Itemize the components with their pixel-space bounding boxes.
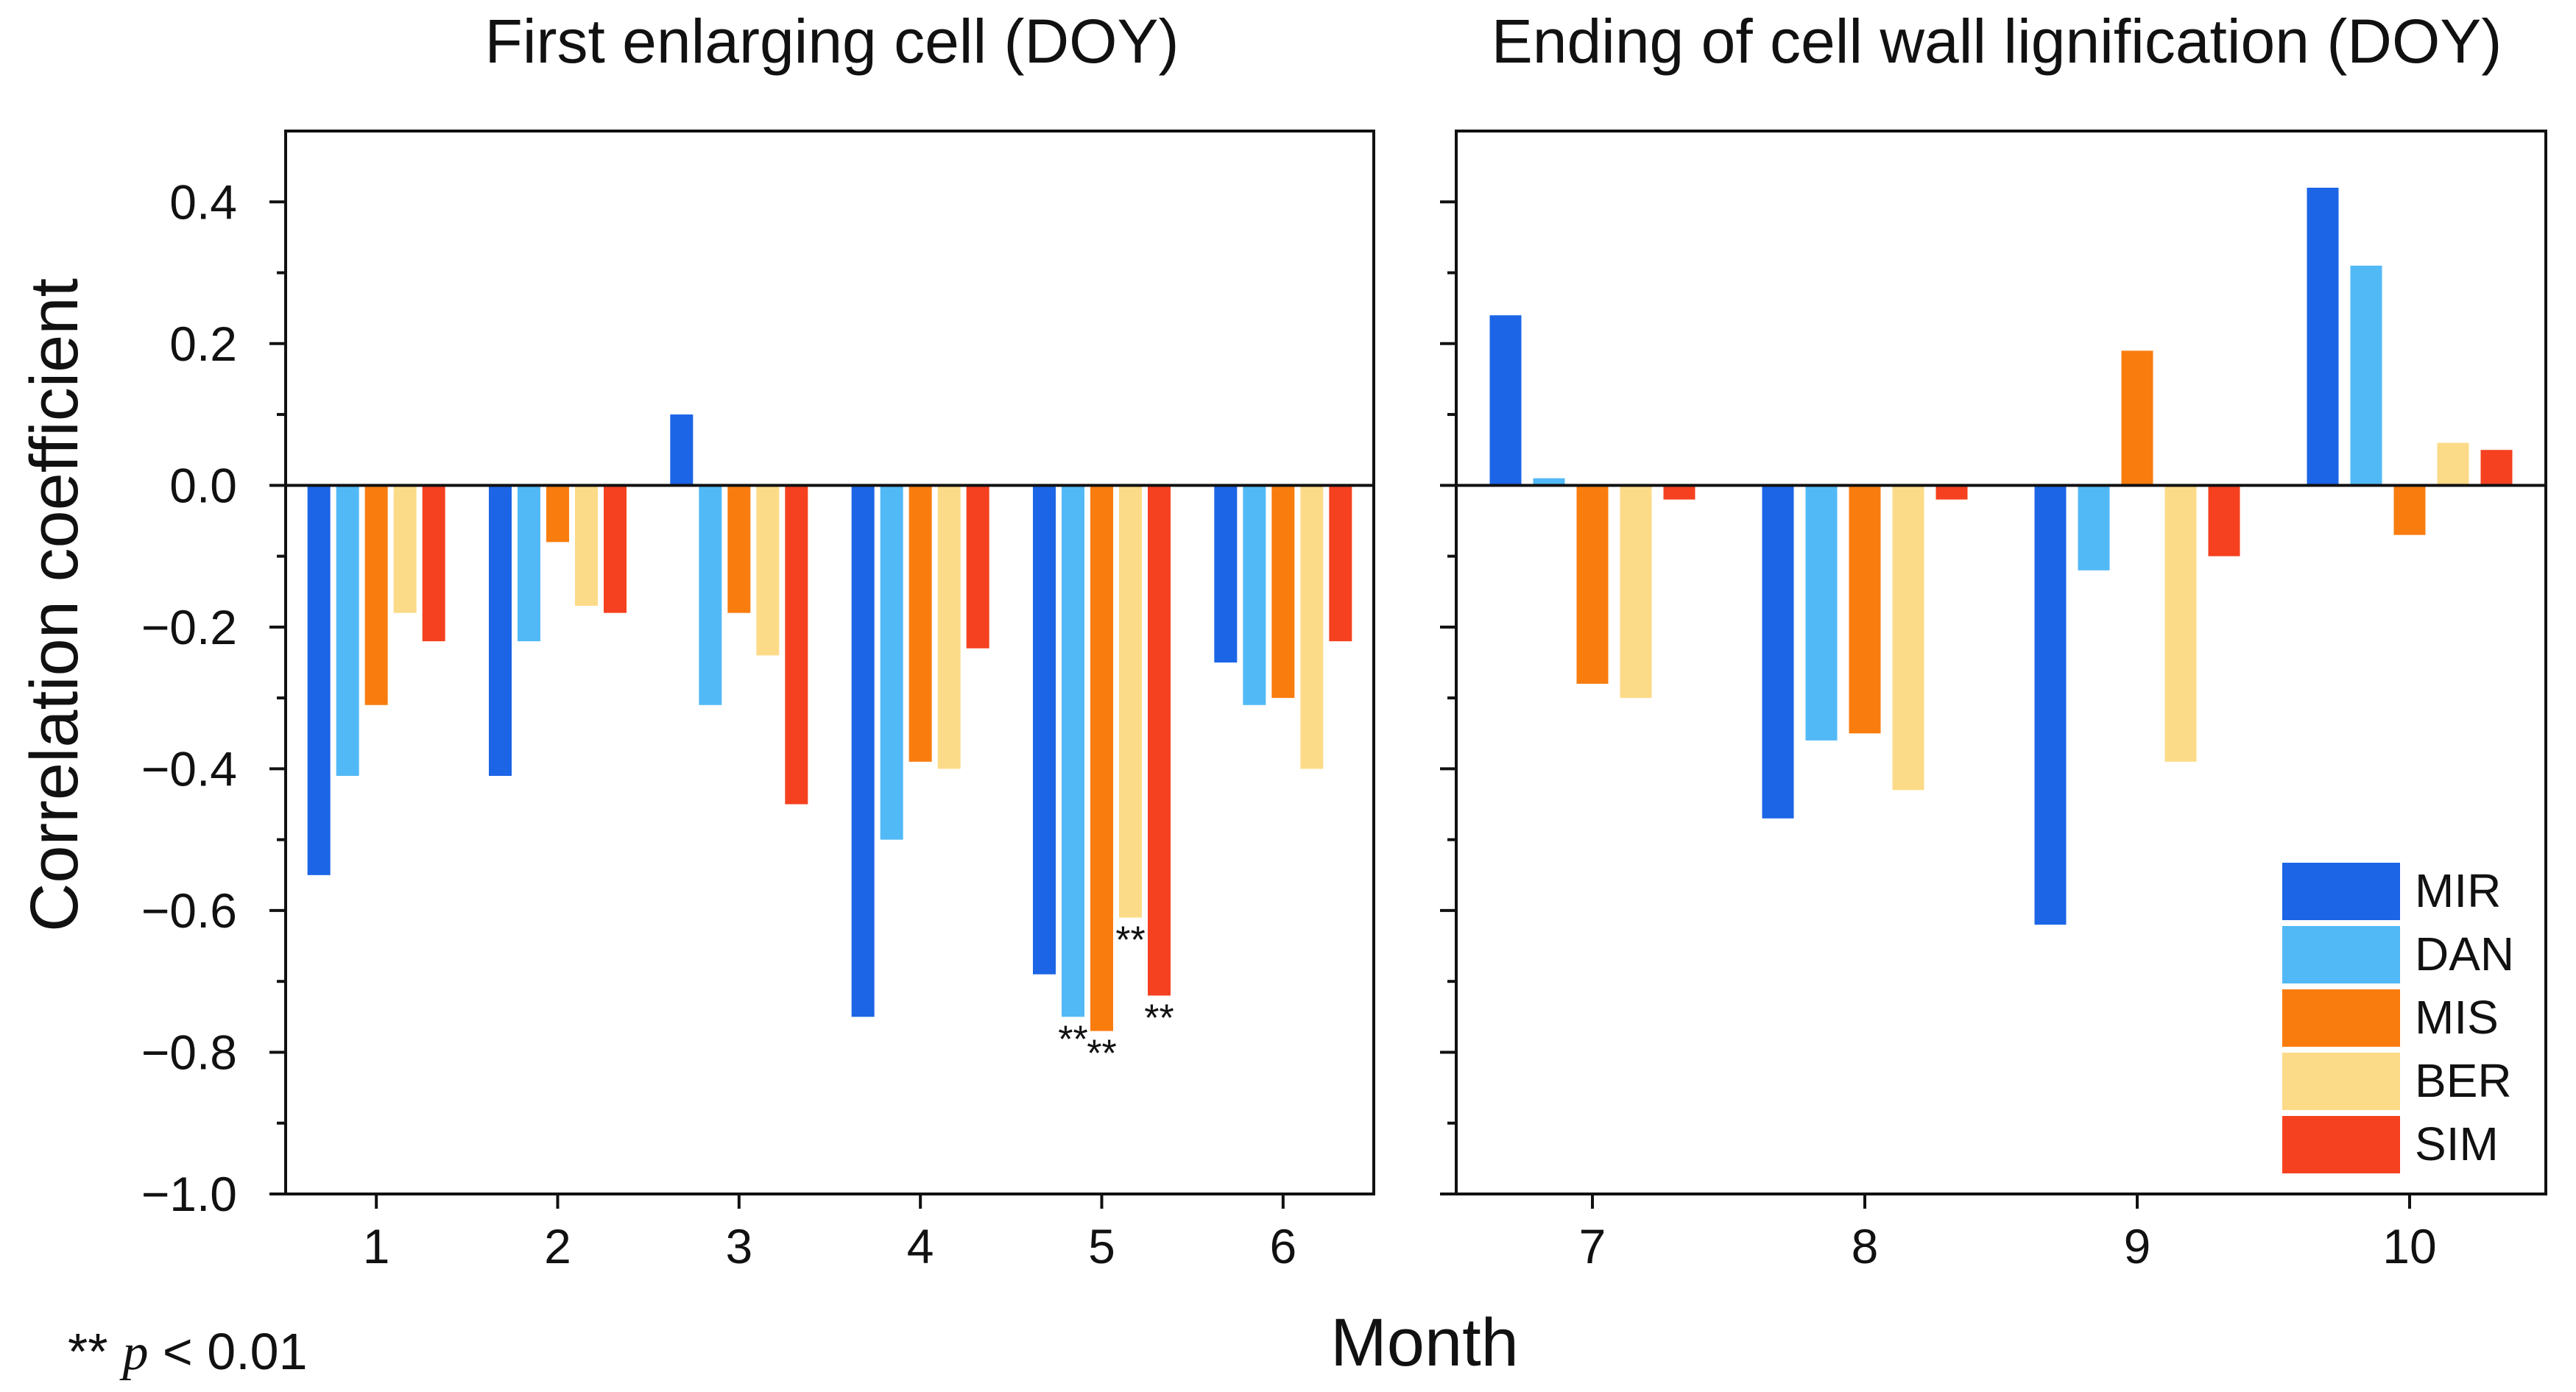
legend-label-dan: DAN: [2415, 928, 2514, 981]
y-tick-label: −0.2: [141, 600, 237, 654]
bar-dan-month-2: [518, 485, 540, 642]
y-tick-label: 0.4: [169, 174, 237, 229]
bar-ber-month-6: [1300, 485, 1324, 769]
x-axis-title: Month: [1330, 1305, 1519, 1380]
bar-mis-month-1: [364, 485, 388, 705]
bar-mis-month-8: [1849, 485, 1881, 734]
x-tick-label-3: 3: [725, 1219, 752, 1273]
bar-ber-month-4: [937, 485, 961, 769]
bar-ber-month-8: [1892, 485, 1924, 791]
bar-ber-month-7: [1620, 485, 1652, 699]
legend-label-ber: BER: [2415, 1054, 2512, 1107]
bar-sim-month-1: [422, 485, 445, 642]
y-tick-labels: 0.4 0.2 0.0 −0.2 −0.4 −0.6 −0.8 −1.0: [141, 174, 237, 1221]
bar-mir-month-1: [307, 485, 331, 875]
bar-dan-month-7: [1533, 478, 1565, 486]
bar-sim-month-7: [1663, 485, 1695, 500]
bar-dan-month-9: [2078, 485, 2110, 570]
bar-mis-month-7: [1576, 485, 1609, 684]
left-panel: ********1 2 3 4 5 6: [269, 130, 1375, 1273]
significance-footnote: ** p < 0.01: [68, 1323, 308, 1381]
bar-mir-month-10: [2307, 188, 2339, 486]
right-panel: 7 8 9 10: [1440, 130, 2547, 1273]
x-tick-label-1: 1: [363, 1219, 390, 1273]
bar-mis-month-5: [1090, 485, 1113, 1031]
bar-dan-month-4: [880, 485, 903, 840]
y-tick-label: −0.6: [141, 883, 237, 938]
x-tick-label-10: 10: [2382, 1219, 2436, 1273]
legend-swatch-mis: [2282, 989, 2400, 1047]
bar-sim-month-6: [1329, 485, 1352, 642]
footnote-stars: **: [68, 1323, 107, 1380]
right-panel-title: Ending of cell wall lignification (DOY): [1492, 7, 2502, 76]
bar-dan-month-6: [1243, 485, 1266, 705]
plot-frame: [284, 130, 1375, 1195]
bar-ber-month-2: [575, 485, 598, 606]
x-tick-label-2: 2: [544, 1219, 571, 1273]
bar-mis-month-6: [1271, 485, 1295, 699]
legend-swatch-mir: [2282, 863, 2400, 920]
bar-sim-month-10: [2480, 450, 2513, 486]
footnote-threshold: < 0.01: [148, 1323, 307, 1380]
y-tick-label: −0.8: [141, 1025, 237, 1079]
bar-dan-month-10: [2350, 265, 2382, 486]
bar-mir-month-2: [489, 485, 512, 777]
legend-swatch-ber: [2282, 1053, 2400, 1110]
significance-mark-dan: **: [1058, 1018, 1087, 1061]
x-tick-label-6: 6: [1269, 1219, 1296, 1273]
bar-mir-month-9: [2034, 485, 2067, 925]
y-tick-label: 0.2: [169, 317, 237, 371]
bar-sim-month-5: [1148, 485, 1171, 996]
x-tick-label-5: 5: [1088, 1219, 1115, 1273]
legend-label-sim: SIM: [2415, 1117, 2499, 1170]
legend-swatch-sim: [2282, 1116, 2400, 1173]
bar-ber-month-3: [756, 485, 780, 656]
bar-mir-month-4: [851, 485, 875, 1017]
significance-mark-sim: **: [1144, 997, 1174, 1039]
legend-label-mir: MIR: [2415, 864, 2501, 917]
bar-mir-month-3: [670, 414, 694, 486]
legend-swatch-dan: [2282, 926, 2400, 983]
bar-mis-month-3: [727, 485, 751, 613]
bar-sim-month-8: [1935, 485, 1968, 500]
bar-dan-month-3: [699, 485, 722, 705]
bar-mis-month-9: [2121, 350, 2153, 486]
bar-sim-month-3: [785, 485, 808, 805]
y-tick-label: −0.4: [141, 741, 237, 796]
bar-mis-month-4: [908, 485, 932, 762]
left-panel-title: First enlarging cell (DOY): [485, 7, 1179, 76]
plot-frame: [1455, 130, 2547, 1195]
bar-sim-month-4: [966, 485, 989, 649]
y-axis-title: Correlation coefficient: [17, 278, 92, 932]
bar-sim-month-9: [2208, 485, 2240, 557]
bar-mir-month-7: [1489, 315, 1522, 486]
bar-dan-month-8: [1805, 485, 1838, 741]
x-tick-label-4: 4: [907, 1219, 934, 1273]
bar-mis-month-2: [546, 485, 569, 543]
bar-ber-month-5: [1119, 485, 1142, 918]
significance-mark-mis: **: [1087, 1033, 1116, 1075]
bar-dan-month-1: [336, 485, 359, 777]
significance-mark-ber: **: [1115, 919, 1145, 962]
bar-ber-month-1: [393, 485, 417, 613]
legend-label-mis: MIS: [2415, 991, 2499, 1044]
bar-mir-month-8: [1762, 485, 1794, 819]
bar-mir-month-6: [1214, 485, 1238, 663]
bar-mir-month-5: [1033, 485, 1056, 975]
bar-mis-month-10: [2393, 485, 2426, 535]
x-tick-label-8: 8: [1852, 1219, 1879, 1273]
bar-dan-month-5: [1062, 485, 1084, 1017]
y-tick-label: 0.0: [169, 458, 237, 512]
footnote-p: p: [119, 1324, 148, 1381]
x-tick-label-9: 9: [2124, 1219, 2151, 1273]
legend: MIR DAN MIS BER SIM: [2279, 856, 2533, 1181]
x-tick-label-7: 7: [1579, 1219, 1606, 1273]
y-tick-label: −1.0: [141, 1167, 237, 1221]
bar-ber-month-10: [2437, 442, 2469, 486]
bar-ber-month-9: [2164, 485, 2197, 762]
bar-sim-month-2: [604, 485, 627, 613]
